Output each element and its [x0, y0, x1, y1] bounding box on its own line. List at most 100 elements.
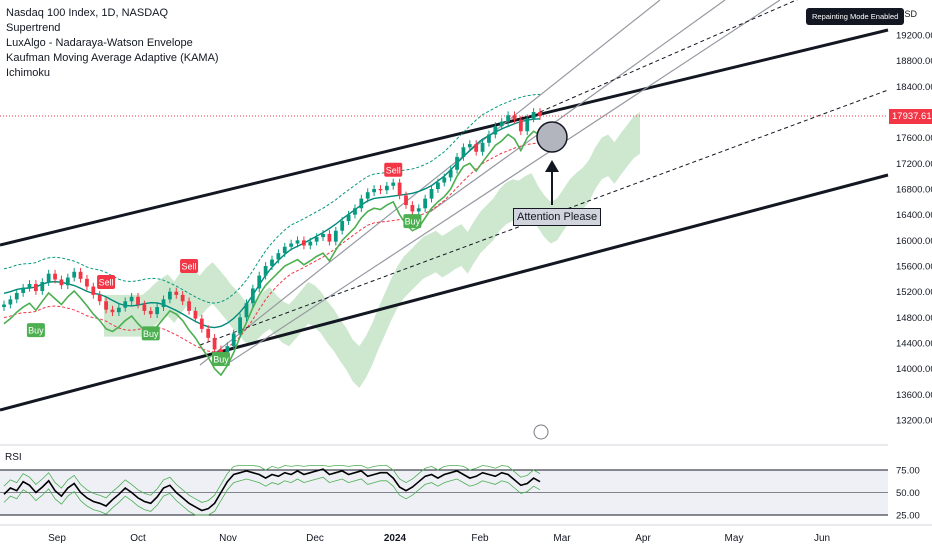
candle-body	[40, 282, 45, 292]
candle-body	[474, 144, 479, 152]
indicator-nw-envelope[interactable]: LuxAlgo - Nadaraya-Watson Envelope	[6, 37, 193, 49]
candle-body	[212, 337, 217, 350]
currency-label[interactable]: USD	[898, 9, 918, 19]
sell-signal-label: Sell	[99, 278, 114, 288]
price-tick-label: 17600.00	[896, 133, 932, 144]
repainting-badge: Repainting Mode Enabled	[806, 8, 905, 25]
candle-body	[161, 299, 166, 308]
time-tick-label: Oct	[130, 533, 146, 544]
candle-body	[8, 299, 13, 305]
buy-signal: Buy	[141, 326, 160, 341]
rsi-pane-title[interactable]: RSI	[5, 452, 22, 463]
price-tick-label: 19200.00	[896, 31, 932, 42]
indicator-supertrend[interactable]: Supertrend	[6, 22, 61, 34]
rsi-tick-label: 50.00	[896, 488, 920, 499]
supertrend-line	[3, 130, 541, 377]
time-tick-label: Jun	[814, 533, 830, 544]
candle-body	[276, 253, 281, 260]
candle-body	[391, 182, 396, 186]
rsi-bb-lower	[3, 476, 541, 516]
price-tick-label: 16000.00	[896, 236, 932, 247]
buy-signal: Buy	[26, 323, 45, 338]
candle-body	[372, 189, 376, 193]
time-tick-label: 2024	[384, 533, 407, 544]
candle-body	[493, 126, 498, 135]
buy-signal-label: Buy	[28, 326, 44, 336]
buy-signal-box	[26, 323, 45, 338]
candle-body	[333, 230, 338, 242]
rsi-tick-label: 25.00	[896, 511, 920, 522]
lower-trend-line	[0, 173, 889, 412]
candle-body	[429, 189, 434, 199]
candle-body	[436, 182, 440, 189]
indicator-kama[interactable]: Kaufman Moving Average Adaptive (KAMA)	[6, 52, 219, 64]
buy-signal-box	[211, 352, 230, 367]
candle-body	[78, 271, 83, 279]
candle-body	[244, 303, 249, 318]
candle-body	[65, 277, 70, 286]
price-tick-label: 14400.00	[896, 339, 932, 350]
sell-signal: Sell	[97, 275, 116, 290]
candle-body	[506, 115, 510, 122]
candle-body	[397, 182, 402, 196]
candle-body	[327, 233, 332, 242]
attention-annotation[interactable]: Attention Please	[513, 208, 602, 226]
price-tick-label: 17200.00	[896, 159, 932, 170]
candle-body	[46, 273, 51, 283]
sell-signal: Sell	[180, 259, 199, 273]
sell-signal-label: Sell	[386, 165, 401, 175]
candle-body	[97, 294, 102, 302]
candle-body	[21, 287, 26, 293]
buy-signal-box	[141, 326, 160, 341]
price-axis	[888, 0, 932, 550]
sell-signal-label: Sell	[182, 262, 197, 272]
price-tick-label: 18800.00	[896, 56, 932, 67]
nw-envelope-upper	[3, 93, 541, 304]
candle-body	[129, 296, 134, 302]
price-tick-label: 13600.00	[896, 390, 932, 401]
buy-signal-label: Buy	[143, 329, 159, 339]
candle-body	[455, 156, 459, 170]
candle-body	[53, 273, 57, 280]
candle-body	[365, 192, 370, 199]
candle-body	[538, 112, 542, 117]
buy-signal: Buy	[403, 214, 422, 229]
candle-body	[187, 301, 191, 311]
price-tick-label: 16800.00	[896, 185, 932, 196]
chart-legend: Nasdaq 100 Index, 1D, NASDAQ Supertrend …	[6, 6, 219, 81]
candle-body	[404, 195, 408, 206]
candle-body	[378, 189, 383, 191]
price-tick-label: 15200.00	[896, 287, 932, 298]
candle-body	[174, 291, 179, 295]
rsi-line	[3, 468, 541, 512]
sell-signal-box	[180, 259, 199, 273]
indicator-ichimoku[interactable]: Ichimoku	[6, 67, 51, 79]
channel-line-3	[429, 0, 726, 213]
candle-body	[148, 310, 153, 315]
attention-arrow-head	[545, 160, 559, 172]
candle-body	[180, 294, 185, 302]
candle-body	[59, 279, 64, 286]
price-tick-label: 14000.00	[896, 364, 932, 375]
candle-body	[461, 147, 466, 157]
candle-body	[257, 275, 262, 289]
time-tick-label: Dec	[306, 533, 324, 544]
candle-body	[155, 307, 160, 315]
candle-body	[512, 115, 517, 120]
candle-body	[467, 144, 472, 148]
candle-body	[2, 304, 6, 308]
candle-body	[487, 134, 491, 143]
candle-body	[302, 240, 306, 246]
candle-body	[525, 118, 530, 132]
price-tick-label: 13200.00	[896, 416, 932, 427]
candle-body	[27, 283, 32, 288]
candle-body	[136, 296, 140, 305]
sell-signal-box	[384, 162, 403, 177]
candle-body	[518, 119, 523, 132]
candle-body	[416, 208, 421, 212]
candle-body	[270, 259, 274, 266]
rsi-bb-upper	[3, 465, 541, 503]
chart-title[interactable]: Nasdaq 100 Index, 1D, NASDAQ	[6, 7, 169, 19]
candle-body	[168, 291, 172, 300]
